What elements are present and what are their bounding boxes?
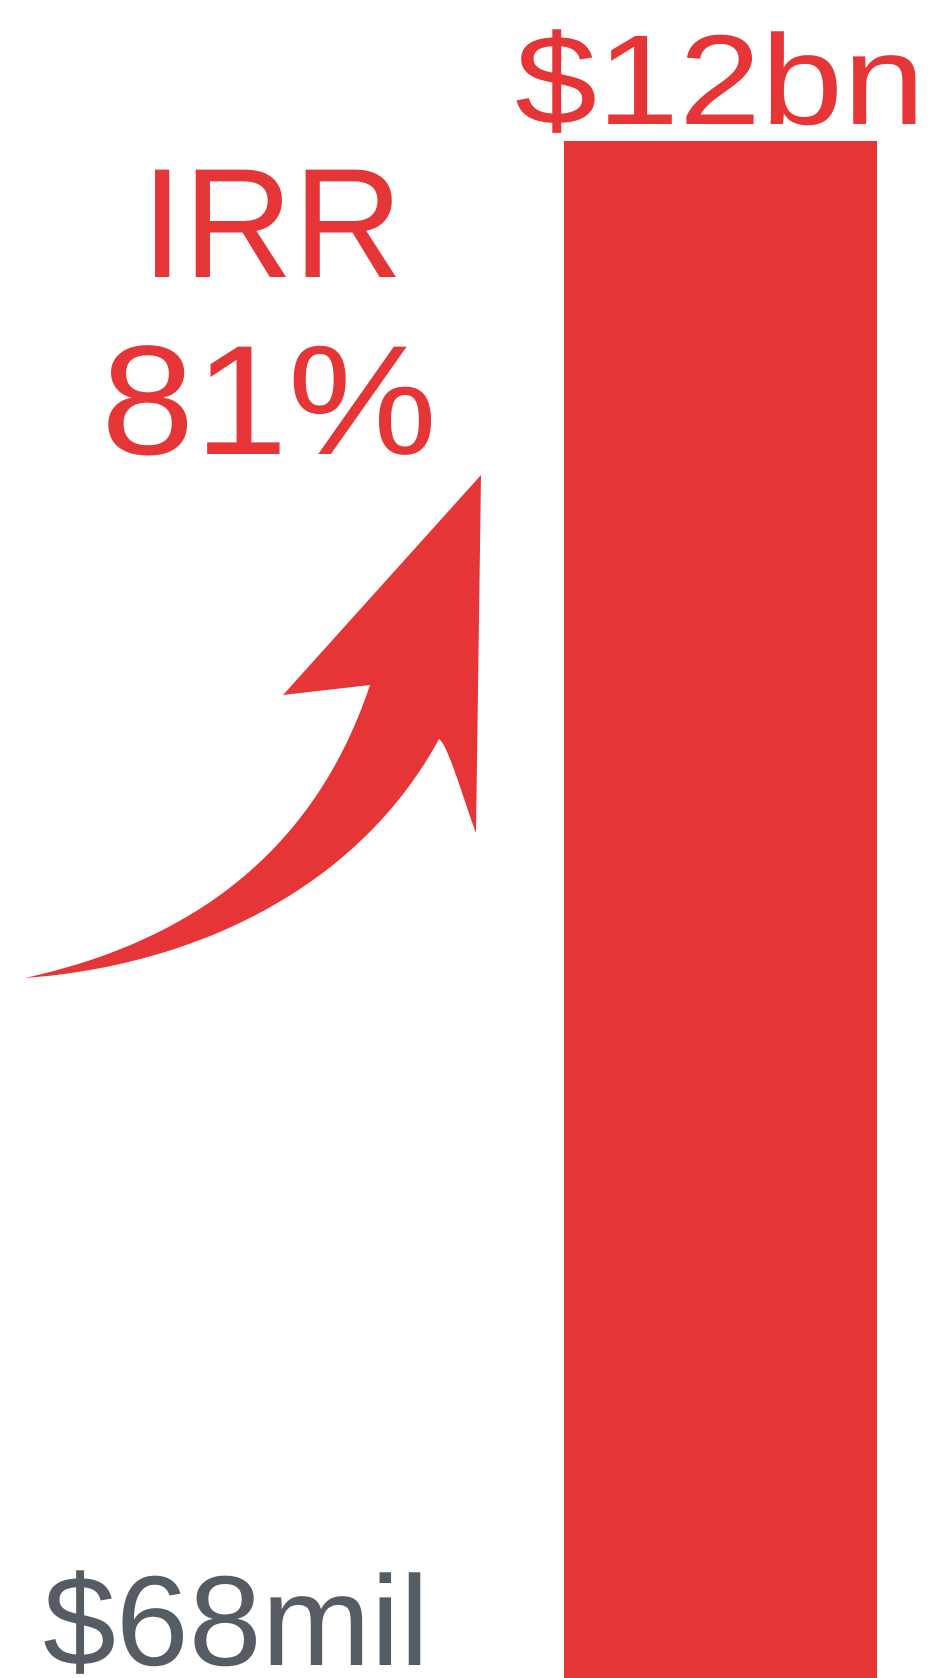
final-value-label: $12bn: [515, 9, 925, 152]
irr-value: 81%: [101, 314, 437, 488]
irr-label: IRR: [141, 137, 403, 311]
start-value-label: $68mil: [43, 1550, 429, 1678]
curved-up-arrow-icon: [25, 475, 481, 978]
bar-final-value: [564, 141, 877, 1678]
